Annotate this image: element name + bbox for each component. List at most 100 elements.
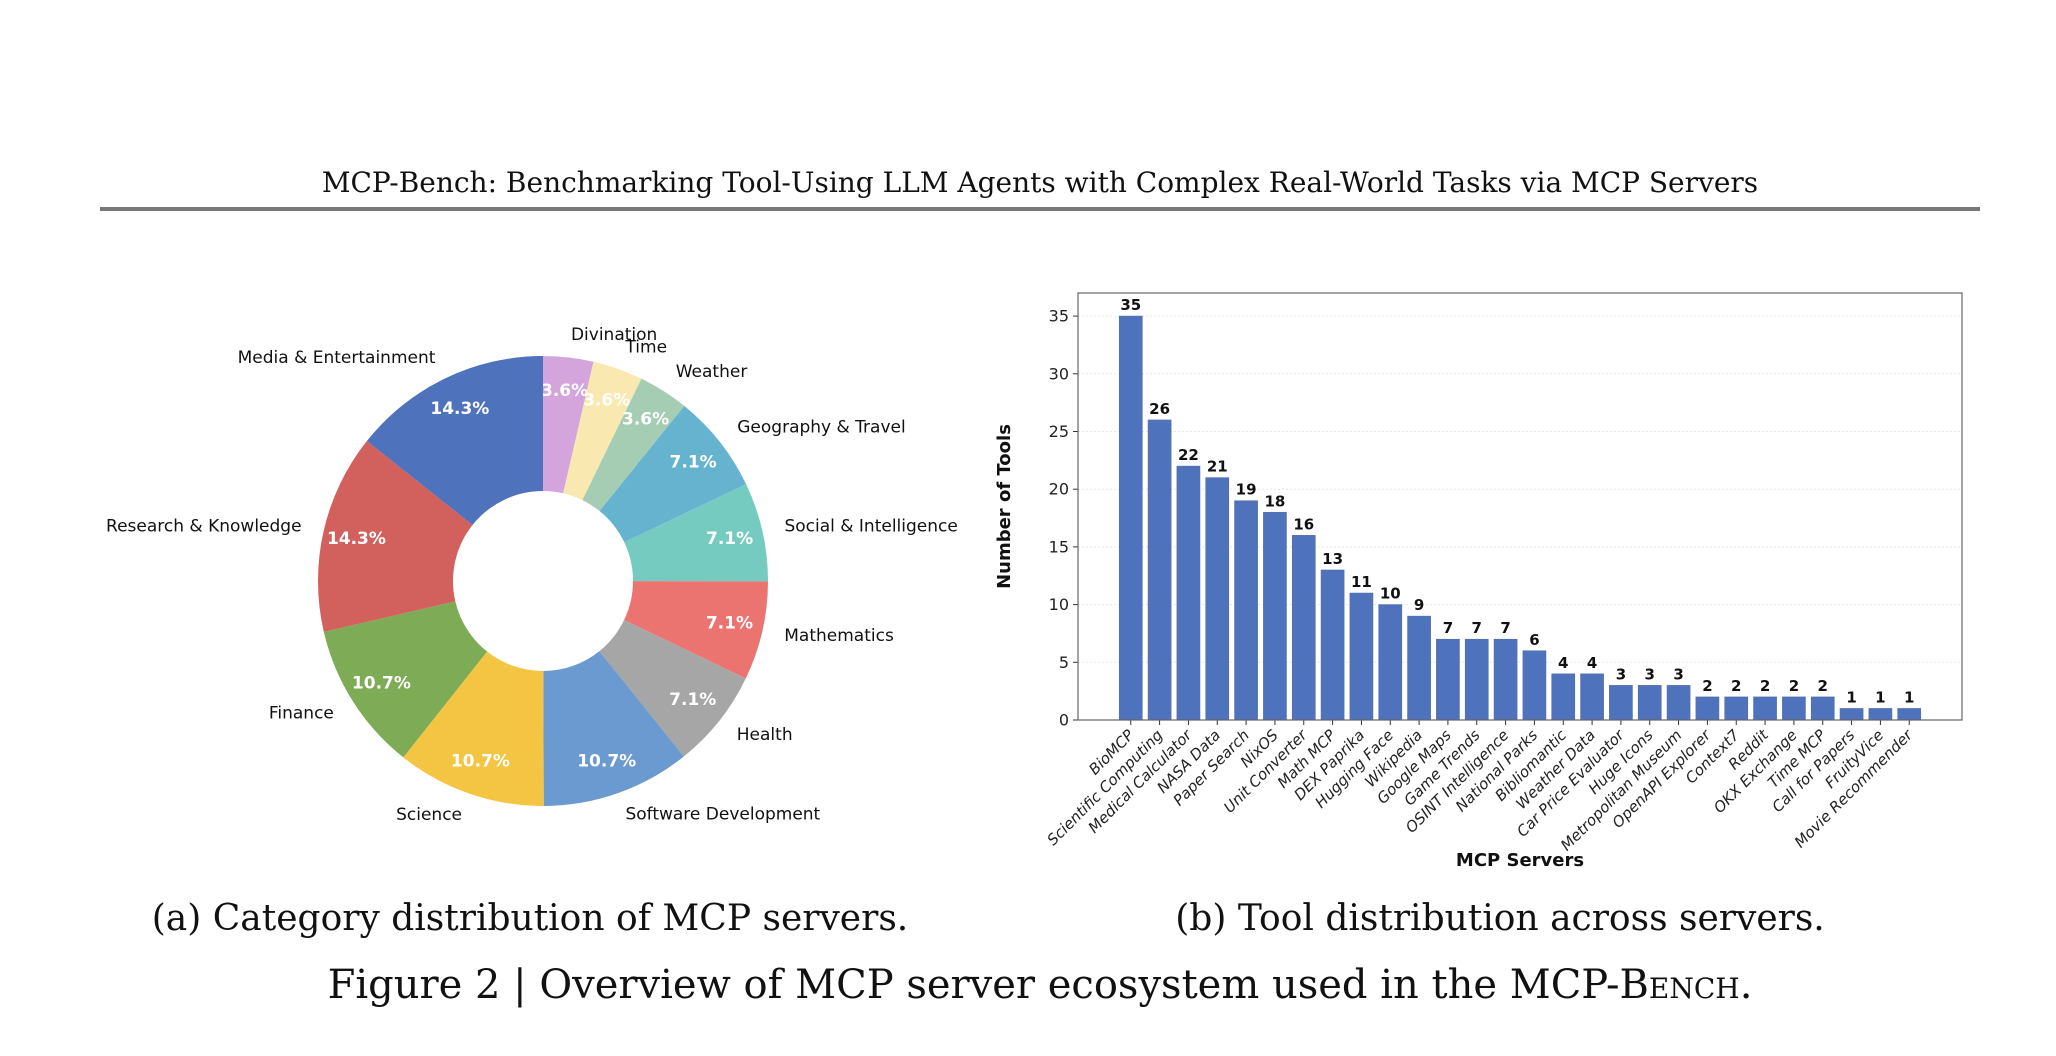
bar [1666, 685, 1691, 721]
y-tick-label: 10 [1049, 595, 1069, 614]
y-tick-label: 0 [1059, 711, 1069, 730]
pie-pct-label: 10.7% [577, 751, 636, 771]
figure-caption-name: MCP-Bench [1509, 962, 1740, 1008]
bar-value-label: 6 [1529, 631, 1539, 649]
bar [1493, 638, 1518, 721]
x-axis-label: MCP Servers [1456, 850, 1584, 871]
pie-category-label: Social & Intelligence [784, 517, 957, 537]
bar-value-label: 2 [1789, 677, 1799, 695]
caption-a: (a) Category distribution of MCP servers… [151, 898, 909, 939]
pie-pct-label: 14.3% [327, 529, 386, 549]
bar-value-label: 2 [1760, 677, 1770, 695]
header-rule [100, 207, 1980, 211]
bar-value-label: 19 [1236, 481, 1257, 499]
pie-slice [563, 361, 642, 501]
bar [1522, 650, 1547, 721]
figure-caption-prefix: Figure 2 | Overview of MCP server ecosys… [327, 962, 1510, 1008]
pie-slice [543, 651, 684, 806]
bar [1810, 696, 1835, 721]
bar-value-label: 2 [1731, 677, 1741, 695]
bar [1320, 569, 1345, 721]
bar [1868, 708, 1893, 721]
plot-frame [1077, 292, 1963, 721]
pie-slice [624, 484, 768, 582]
bar [1580, 673, 1604, 721]
bar-value-label: 7 [1500, 619, 1510, 637]
pie-category-label: Finance [269, 703, 334, 723]
bar [1637, 685, 1662, 721]
bar [1436, 638, 1460, 721]
pie-pct-label: 7.1% [706, 614, 753, 634]
y-tick-label: 15 [1049, 537, 1069, 556]
pie-slice [599, 619, 746, 757]
header-title: MCP-Bench: Benchmarking Tool-Using LLM A… [321, 166, 1759, 199]
bar-value-label: 2 [1818, 677, 1828, 695]
x-tick-label: Scientific Computing [1044, 726, 1167, 849]
bar-value-label: 10 [1380, 585, 1401, 603]
pie-slice [599, 405, 747, 543]
pie-category-label: Weather [676, 362, 748, 382]
bar-value-label: 22 [1178, 446, 1199, 464]
bar [1753, 696, 1777, 721]
bar [1782, 696, 1806, 721]
bar-value-label: 3 [1673, 665, 1683, 683]
bar [1176, 465, 1201, 721]
figure-caption: Figure 2 | Overview of MCP server ecosys… [0, 962, 2056, 1008]
pie-slice [543, 356, 594, 494]
figure-caption-suffix: . [1739, 962, 1753, 1008]
bar-value-label: 9 [1414, 596, 1424, 614]
pie-category-label: Time [624, 338, 667, 358]
pie-pct-label: 7.1% [669, 690, 716, 710]
bar-value-label: 18 [1264, 492, 1285, 510]
y-tick-label: 30 [1049, 364, 1069, 383]
pie-category-label: Geography & Travel [737, 418, 905, 438]
bar-value-label: 4 [1587, 654, 1597, 672]
pie-category-label: Divination [571, 325, 657, 345]
bar [1609, 685, 1633, 721]
pie-slice [366, 356, 543, 526]
pie-slice [624, 581, 768, 679]
category-donut-chart: 3.6% Divination 3.6% Time 3.6% Weather 7.1% Geo… [106, 325, 958, 825]
bar [1695, 696, 1720, 721]
bar [1349, 592, 1374, 721]
y-tick-label: 20 [1049, 480, 1069, 499]
pie-slice [318, 441, 473, 632]
pie-slice [323, 601, 488, 758]
pie-category-label: Research & Knowledge [106, 517, 302, 537]
bar-value-label: 4 [1558, 654, 1568, 672]
bar [1464, 638, 1489, 721]
pie-category-label: Science [396, 805, 462, 825]
bar [1205, 477, 1230, 721]
bar-value-label: 16 [1293, 515, 1314, 533]
bar [1234, 500, 1258, 721]
bar-value-label: 26 [1149, 400, 1170, 418]
bar-value-label: 3 [1645, 665, 1655, 683]
bar-value-label: 1 [1846, 688, 1856, 706]
pie-pct-label: 7.1% [670, 452, 717, 472]
bar [1551, 673, 1576, 721]
bar-value-label: 7 [1472, 619, 1482, 637]
pie-category-label: Software Development [625, 804, 820, 824]
pie-pct-label: 3.6% [583, 391, 630, 411]
bar-value-label: 21 [1207, 458, 1228, 476]
pie-category-label: Mathematics [784, 626, 894, 646]
caption-b: (b) Tool distribution across servers. [1175, 898, 1825, 939]
bar-value-label: 7 [1443, 619, 1453, 637]
y-axis-label: Number of Tools [994, 424, 1015, 589]
bar-value-label: 2 [1702, 677, 1712, 695]
bar-value-label: 11 [1351, 573, 1372, 591]
bar [1147, 419, 1172, 721]
bar [1291, 535, 1316, 721]
pie-pct-label: 10.7% [451, 752, 510, 772]
pie-pct-label: 10.7% [352, 673, 411, 693]
bar-value-label: 1 [1875, 688, 1885, 706]
bar [1378, 604, 1403, 721]
pie-slice [403, 651, 544, 806]
pie-pct-label: 7.1% [706, 529, 753, 549]
bar [1897, 708, 1922, 721]
y-tick-label: 35 [1049, 307, 1069, 326]
bar-value-label: 35 [1120, 296, 1141, 314]
bar [1118, 315, 1143, 721]
pie-category-label: Health [737, 725, 793, 745]
